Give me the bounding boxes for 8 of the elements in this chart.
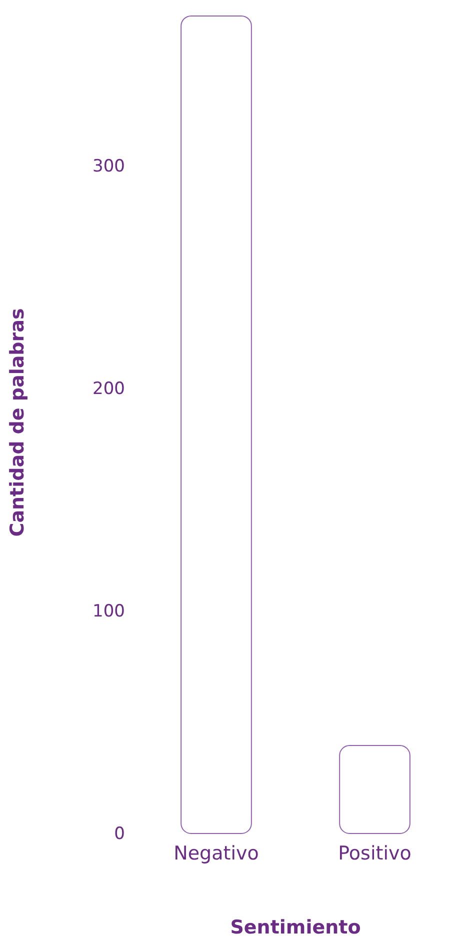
y-tick-label: 300 bbox=[92, 156, 125, 177]
x-tick-label: Positivo bbox=[338, 842, 412, 864]
y-tick-label: 200 bbox=[92, 379, 125, 400]
y-tick-label: 100 bbox=[92, 602, 125, 622]
x-axis-title: Sentimiento bbox=[230, 916, 361, 938]
y-axis-title: Cantidad de palabras bbox=[6, 308, 28, 537]
x-tick-label: Negativo bbox=[174, 842, 259, 864]
y-tick-label: 0 bbox=[114, 824, 125, 844]
